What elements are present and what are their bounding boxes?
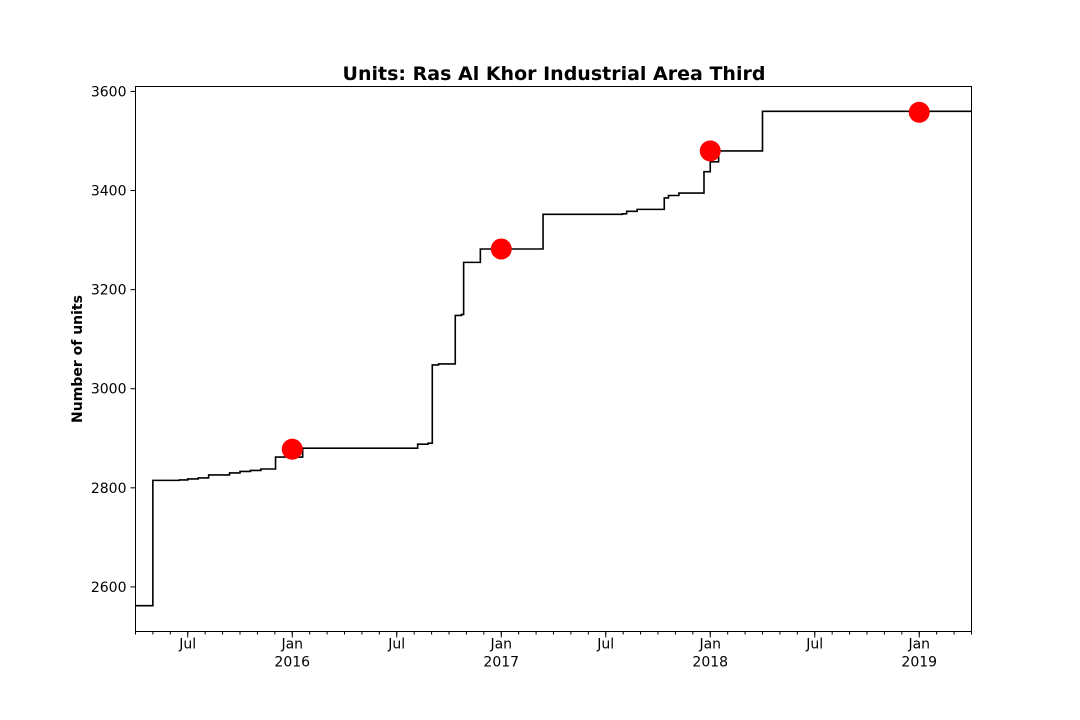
plot-series <box>135 101 972 607</box>
y-axis-label: Number of units <box>70 295 86 423</box>
x-tick-label: Jul <box>387 637 405 653</box>
y-tick-label: 2800 <box>91 481 127 497</box>
y-tick-label: 3600 <box>91 84 127 100</box>
x-tick-label: Jul <box>596 637 614 653</box>
marker-point <box>699 140 721 162</box>
marker-point <box>281 438 303 460</box>
x-tick-label: Jan <box>907 637 930 653</box>
y-tick-label: 3400 <box>91 184 127 200</box>
marker-point <box>490 238 512 260</box>
y-tick-label: 3000 <box>91 382 127 398</box>
y-axis-ticks: 2600 2800 3000 3200 3400 3600 <box>91 84 136 596</box>
y-tick-label: 2600 <box>91 580 127 596</box>
units-step-line <box>135 110 972 607</box>
x-tick-year-label: 2016 <box>274 655 310 671</box>
marker-point <box>908 101 930 123</box>
x-tick-year-label: 2018 <box>692 655 728 671</box>
x-tick-label: Jan <box>489 637 512 653</box>
y-tick-label: 3200 <box>91 283 127 299</box>
x-axis-ticks: Jul Jan 2016 Jul Jan 2017 Jul Jan 2018 Jul Jan 2019 <box>135 631 972 671</box>
x-tick-year-label: 2017 <box>483 655 519 671</box>
x-tick-label: Jul <box>178 637 196 653</box>
x-tick-label: Jul <box>805 637 823 653</box>
x-tick-label: Jan <box>698 637 721 653</box>
chart-title: Units: Ras Al Khor Industrial Area Third <box>343 63 766 85</box>
plot-frame <box>135 86 972 632</box>
x-tick-label: Jan <box>280 637 303 653</box>
x-tick-year-label: 2019 <box>901 655 937 671</box>
